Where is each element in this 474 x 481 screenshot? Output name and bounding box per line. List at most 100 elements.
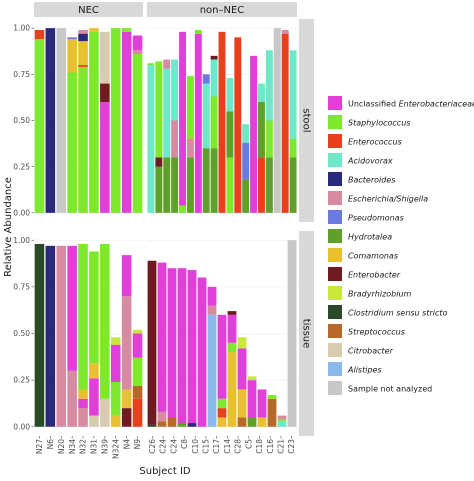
bar-segment [227,314,237,343]
y-tick-label: 0.50 [13,329,30,338]
bar-segment [210,96,218,149]
x-tick-label: N9 [133,439,142,450]
bar-segment [234,37,242,213]
legend-label: Sample not analyzed [348,385,432,394]
bar-segment [265,120,273,158]
bar-segment [34,29,45,40]
bar-segment [132,35,143,51]
bar-segment [177,268,187,424]
bar-segment [163,59,171,69]
bar-segment [132,54,143,213]
legend-swatch [328,210,342,224]
x-tick-label: N20 [57,439,66,454]
bar-segment [187,423,197,427]
bar-segment [187,270,197,424]
y-tick-label: 0.50 [13,116,30,125]
bar-segment [257,417,267,427]
bar-segment [147,65,155,213]
bar-segment [67,39,77,73]
bar-segment [237,417,247,427]
bar-segment [110,415,121,427]
legend-swatch [328,305,342,319]
y-axis-title: Relative Abundance [3,177,14,277]
bar-segment [147,63,155,66]
legend-swatch [328,286,342,300]
bar-segment [155,61,163,158]
bar-segment [186,76,194,139]
bar-segment [89,378,99,416]
legend-swatch [328,381,342,395]
y-tick-label: 0.25 [13,376,30,385]
bar-segment [194,33,202,213]
x-tick-label: C18 [255,439,264,454]
bar-segment [163,68,171,158]
legend-label: Bradyrhizobium [348,290,412,299]
bar-segment [177,423,187,427]
bar-segment [179,31,186,206]
bar-segment [242,142,250,180]
legend-swatch [328,343,342,357]
bar-segment [258,102,265,158]
legend-swatch [328,267,342,281]
legend-label: Citrobacter [348,347,394,356]
bar-segment [78,41,88,66]
bar-segment [155,166,163,213]
x-tick-label: C8 [180,439,189,449]
bar-segment [287,240,297,427]
bar-segment [194,29,202,34]
x-tick-label: N6 [46,439,55,450]
bar-segment [110,382,121,416]
bar-segment [250,55,258,213]
bar-segment [210,148,218,213]
bar-segment [121,31,132,213]
bar-segment [100,398,110,427]
bar-segment [34,243,45,427]
bar-segment [147,260,157,425]
facet-strip-label: NEC [78,5,99,16]
x-tick-label: N39 [100,439,109,454]
bar-segment [45,245,56,427]
bar-segment [207,286,217,306]
bar-segment [267,398,277,427]
bar-segment [226,78,234,112]
bar-segment [121,28,132,32]
legend-label: Unclassified Enterobacteriaceae [348,100,474,109]
bar-segment [78,408,88,427]
bar-segment [210,59,218,97]
bar-segment [247,376,257,381]
bar-segment [89,28,99,32]
x-tick-label: C21 [277,439,286,454]
bar-segment [186,138,194,158]
bar-segment [186,157,194,213]
bar-segment [67,37,77,40]
bar-segment [267,395,277,399]
x-tick-label: N4 [122,439,131,450]
panel [34,231,143,436]
x-tick-label: N27 [35,439,44,454]
bar-segment [110,344,121,382]
bar-segment [89,415,99,427]
bar-segment [132,385,143,399]
bar-segment [258,157,265,213]
facet-strip-label: non–NEC [200,5,245,16]
bar-segment [121,389,132,409]
bar-segment [179,205,186,213]
legend-label: Hydrotalea [348,233,392,242]
legend-swatch [328,248,342,262]
bar-segment [67,245,77,371]
bar-segment [167,268,177,418]
y-tick-label: 0.75 [13,282,30,291]
bar-segment [34,39,45,213]
bar-segment [163,157,171,213]
bar-segment [218,31,226,213]
legend-swatch [328,324,342,338]
bar-segment [242,179,250,213]
bar-segment [289,157,297,213]
y-tick-label: 0.00 [13,208,30,217]
bar-segment [132,50,143,54]
bar-segment [78,65,88,67]
facet-strip [147,2,297,17]
legend-swatch [328,191,342,205]
x-tick-label: C24 [169,439,178,454]
legend-swatch [328,153,342,167]
